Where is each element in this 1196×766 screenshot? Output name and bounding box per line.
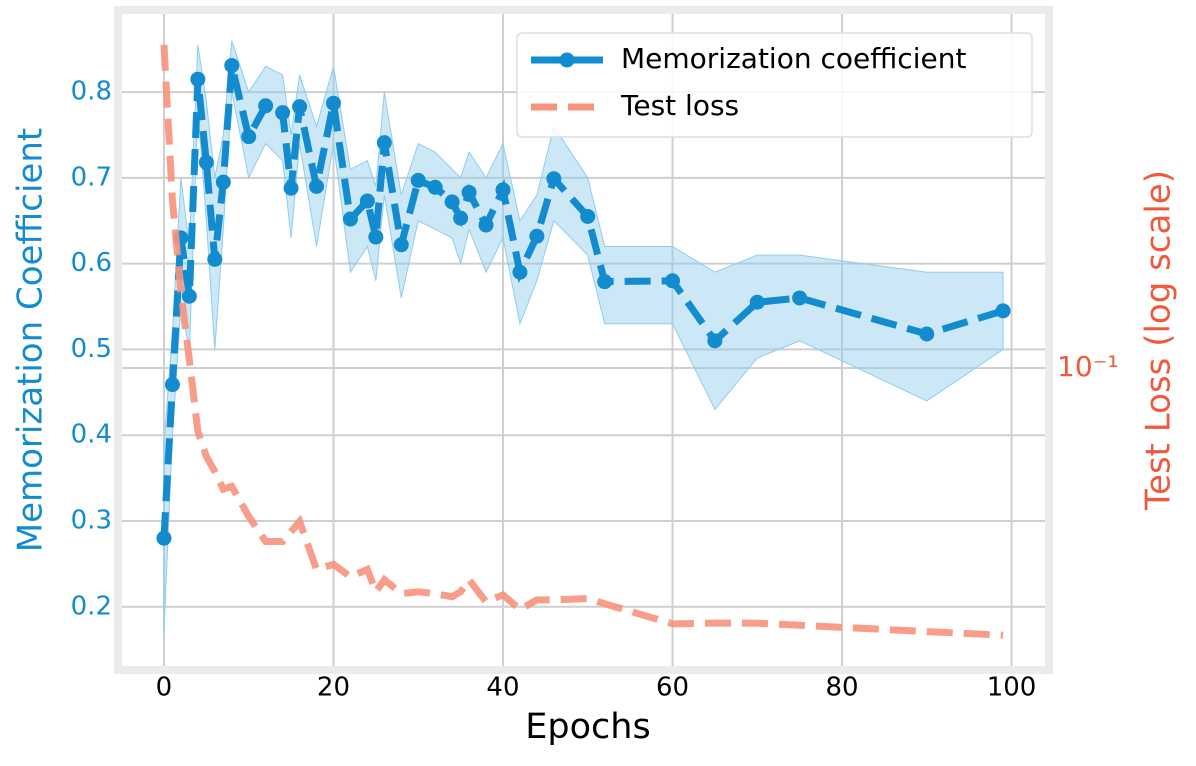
y-tick-label: 0.6 xyxy=(71,248,112,278)
marker xyxy=(495,182,511,198)
marker xyxy=(258,98,274,114)
marker xyxy=(707,333,723,349)
marker xyxy=(478,217,494,233)
marker xyxy=(283,180,299,196)
marker xyxy=(368,229,384,245)
series-line xyxy=(160,44,1004,639)
y-tick-label: 0.3 xyxy=(71,506,112,536)
y-tick-label: 0.5 xyxy=(71,334,112,364)
legend-box xyxy=(516,32,1033,138)
marker xyxy=(427,179,443,195)
marker xyxy=(410,172,426,188)
legend: Memorization coefficient Test loss xyxy=(516,32,1033,138)
marker xyxy=(529,228,545,244)
marker xyxy=(393,237,409,253)
marker xyxy=(215,174,231,190)
marker xyxy=(292,99,308,115)
marker xyxy=(664,273,680,289)
marker xyxy=(198,154,214,170)
legend-label: Test loss xyxy=(620,89,739,122)
marker xyxy=(359,193,375,209)
y2-tick-label: 10⁻¹ xyxy=(1057,350,1119,383)
marker xyxy=(597,274,613,290)
marker xyxy=(453,210,469,226)
marker xyxy=(580,208,596,224)
y-tick-label: 0.7 xyxy=(71,162,112,192)
marker xyxy=(190,71,206,87)
x-tick-label: 60 xyxy=(656,673,689,703)
x-tick-label: 20 xyxy=(317,673,350,703)
legend-label: Memorization coefficient xyxy=(621,42,966,75)
marker xyxy=(325,95,341,111)
marker xyxy=(207,251,223,267)
x-tick-label: 40 xyxy=(486,673,519,703)
marker xyxy=(181,288,197,304)
marker xyxy=(376,135,392,151)
x-tick-label: 100 xyxy=(987,673,1037,703)
marks xyxy=(156,40,1011,639)
marker xyxy=(919,326,935,342)
marker xyxy=(546,171,562,187)
confidence-band xyxy=(163,40,1004,633)
y-tick-label: 0.4 xyxy=(71,420,112,450)
marker xyxy=(156,530,172,546)
y-tick-label: 0.8 xyxy=(71,77,112,107)
axes: 0 20 40 60 80 100 0.2 0.3 0.4 0.5 0.6 0.7 0.8 10⁻¹ xyxy=(71,77,1119,703)
marker xyxy=(342,211,358,227)
marker xyxy=(164,377,180,393)
marker xyxy=(792,290,808,306)
x-tick-label: 80 xyxy=(825,673,858,703)
marker xyxy=(241,129,257,145)
marker xyxy=(444,194,460,210)
y-tick-label: 0.2 xyxy=(71,591,112,621)
legend-marker xyxy=(559,52,575,68)
marker xyxy=(995,303,1011,319)
marker xyxy=(512,264,528,280)
marker xyxy=(224,57,240,73)
marker xyxy=(461,184,477,200)
x-tick-label: 0 xyxy=(156,673,173,703)
x-axis-label: Epochs xyxy=(525,707,650,747)
marker xyxy=(309,178,325,194)
y2-axis-label: Test Loss (log scale) xyxy=(1139,170,1179,511)
marker xyxy=(275,105,291,121)
marker xyxy=(749,294,765,310)
y-axis-label: Memorization Coefficient xyxy=(11,128,51,553)
